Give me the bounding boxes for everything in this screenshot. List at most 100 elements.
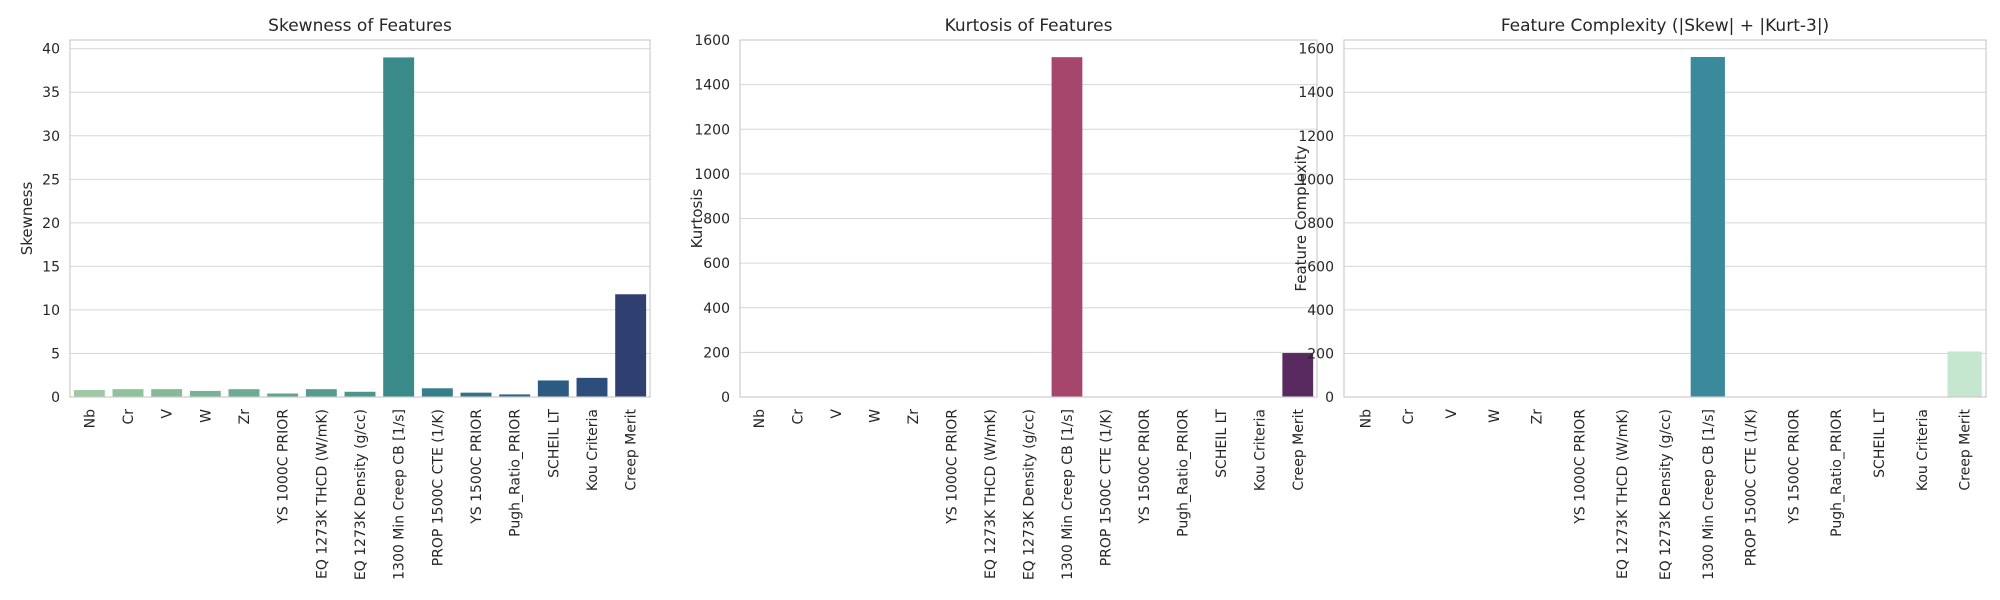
y-tick-label: 40 xyxy=(42,42,60,58)
y-tick-label: 20 xyxy=(42,216,60,232)
x-tick-label: Nb xyxy=(1358,409,1374,428)
bar-6 xyxy=(267,393,299,397)
bar-15 xyxy=(1282,353,1314,397)
x-tick-label: Zr xyxy=(237,409,253,425)
y-tick-label: 10 xyxy=(42,303,60,319)
y-tick-label: 600 xyxy=(1307,259,1334,275)
y-tick-label: 1400 xyxy=(694,78,730,94)
x-tick-label: EQ 1273K THCD (W/mK) xyxy=(314,409,330,579)
bar-14 xyxy=(576,377,608,397)
x-tick-label: YS 1000C PRIOR xyxy=(1572,409,1588,525)
y-tick-label: 0 xyxy=(721,390,730,406)
y-tick-label: 1000 xyxy=(1298,172,1334,188)
bar-10 xyxy=(421,388,453,397)
x-tick-label: 1300 Min Creep CB [1/s] xyxy=(392,409,408,580)
bar-1 xyxy=(73,390,105,397)
x-tick-label: Zr xyxy=(906,409,922,425)
x-tick-label: V xyxy=(1444,409,1460,419)
bar-3 xyxy=(151,389,183,397)
x-tick-label: YS 1500C PRIOR xyxy=(1137,409,1153,525)
x-tick-label: EQ 1273K THCD (W/mK) xyxy=(983,409,999,579)
x-tick-label: Creep Merit xyxy=(1958,409,1974,491)
x-tick-label: Pugh_Ratio_PRIOR xyxy=(1175,409,1191,537)
y-axis-label: Skewness xyxy=(18,182,36,256)
y-tick-label: 25 xyxy=(42,172,60,188)
x-tick-label: W xyxy=(1487,409,1503,423)
x-tick-label: YS 1000C PRIOR xyxy=(276,409,292,525)
chart-title: Kurtosis of Features xyxy=(945,16,1113,36)
y-tick-label: 0 xyxy=(1325,390,1334,406)
x-tick-label: YS 1500C PRIOR xyxy=(1786,409,1802,525)
x-tick-label: Cr xyxy=(121,409,137,425)
x-tick-label: W xyxy=(868,409,884,423)
x-tick-label: SCHEIL LT xyxy=(1214,409,1230,478)
bar-12 xyxy=(499,394,531,397)
y-tick-label: 30 xyxy=(42,129,60,145)
x-tick-label: SCHEIL LT xyxy=(1872,409,1888,478)
y-tick-label: 0 xyxy=(51,390,60,406)
y-tick-label: 15 xyxy=(42,259,60,275)
x-tick-label: Cr xyxy=(1401,409,1417,425)
y-tick-label: 1600 xyxy=(1298,42,1334,58)
bar-9 xyxy=(383,57,415,397)
x-tick-label: Nb xyxy=(752,409,768,428)
y-tick-label: 1600 xyxy=(694,33,730,49)
y-tick-label: 600 xyxy=(703,256,730,272)
y-tick-label: 35 xyxy=(42,85,60,101)
x-tick-label: W xyxy=(198,409,214,423)
x-tick-label: PROP 1500C CTE (1/K) xyxy=(1744,409,1760,566)
y-tick-label: 200 xyxy=(1307,346,1334,362)
chart-panel-3: 0 200 400 600 800 1000 1200 1400 1600 Nb Cr V W Zr YS … xyxy=(1292,16,1987,580)
y-tick-label: 1400 xyxy=(1298,85,1334,101)
x-tick-label: SCHEIL LT xyxy=(546,409,562,478)
x-tick-label: YS 1500C PRIOR xyxy=(469,409,485,525)
chart-title: Feature Complexity (|Skew| + |Kurt-3|) xyxy=(1501,16,1829,36)
chart-title: Skewness of Features xyxy=(268,16,452,36)
y-tick-label: 800 xyxy=(703,212,730,228)
x-tick-label: YS 1000C PRIOR xyxy=(945,409,961,525)
y-tick-label: 5 xyxy=(51,346,60,362)
plot-frame xyxy=(739,39,1318,398)
bar-2 xyxy=(112,389,144,397)
plot-frame xyxy=(69,39,651,398)
x-tick-label: Nb xyxy=(82,409,98,428)
chart-panel-2: 0 200 400 600 800 1000 1200 1400 1600 Nb Cr V W Zr YS … xyxy=(688,16,1318,580)
x-tick-label: Creep Merit xyxy=(1291,409,1307,491)
x-tick-label: 1300 Min Creep CB [1/s] xyxy=(1701,409,1717,580)
bar-9 xyxy=(1051,57,1083,397)
y-axis-label: Kurtosis xyxy=(688,189,706,249)
x-tick-label: V xyxy=(160,409,176,419)
x-tick-label: EQ 1273K THCD (W/mK) xyxy=(1615,409,1631,579)
bar-7 xyxy=(305,389,337,397)
x-tick-label: V xyxy=(829,409,845,419)
bar-15 xyxy=(615,294,647,397)
x-tick-label: Zr xyxy=(1530,409,1546,425)
y-tick-label: 200 xyxy=(703,345,730,361)
bar-4 xyxy=(189,390,221,397)
x-tick-label: 1300 Min Creep CB [1/s] xyxy=(1060,409,1076,580)
bar-13 xyxy=(537,380,569,397)
x-tick-label: Kou Criteria xyxy=(585,409,601,491)
bar-15 xyxy=(1947,351,1982,397)
y-tick-label: 800 xyxy=(1307,216,1334,232)
x-tick-label: PROP 1500C CTE (1/K) xyxy=(1098,409,1114,566)
x-tick-label: EQ 1273K Density (g/cc) xyxy=(1022,409,1038,580)
bar-9 xyxy=(1690,56,1725,397)
x-tick-label: Cr xyxy=(791,409,807,425)
bar-8 xyxy=(344,391,376,397)
x-tick-label: PROP 1500C CTE (1/K) xyxy=(430,409,446,566)
y-tick-label: 1200 xyxy=(694,122,730,138)
x-tick-label: Kou Criteria xyxy=(1915,409,1931,491)
y-axis-label: Feature Complexity xyxy=(1292,145,1310,291)
x-tick-label: Pugh_Ratio_PRIOR xyxy=(508,409,524,537)
chart-panel-1: 0 5 10 15 20 25 30 35 40 Nb Cr V W Zr YS 1000C PRIOR EQ… xyxy=(18,16,651,580)
x-tick-label: Creep Merit xyxy=(624,409,640,491)
bar-11 xyxy=(460,392,492,397)
x-tick-label: EQ 1273K Density (g/cc) xyxy=(353,409,369,580)
plot-frame xyxy=(1343,39,1987,398)
x-tick-label: Kou Criteria xyxy=(1252,409,1268,491)
y-tick-label: 1200 xyxy=(1298,129,1334,145)
x-tick-label: EQ 1273K Density (g/cc) xyxy=(1658,409,1674,580)
y-tick-label: 1000 xyxy=(694,167,730,183)
